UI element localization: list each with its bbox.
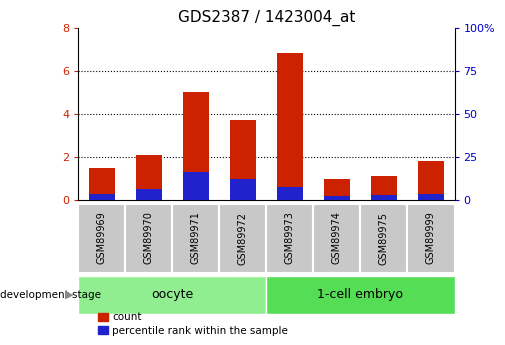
Bar <box>314 204 361 273</box>
Bar <box>418 161 444 200</box>
Bar <box>219 204 267 273</box>
Bar <box>324 179 350 200</box>
Text: development stage: development stage <box>0 290 101 300</box>
Bar <box>230 120 256 200</box>
Bar <box>78 276 267 314</box>
Text: 1-cell embryo: 1-cell embryo <box>318 288 403 300</box>
Bar <box>230 179 256 200</box>
Bar <box>418 194 444 200</box>
Bar <box>324 196 350 200</box>
Bar <box>371 195 397 200</box>
Text: oocyte: oocyte <box>151 288 193 300</box>
Title: GDS2387 / 1423004_at: GDS2387 / 1423004_at <box>178 10 355 26</box>
Bar <box>136 155 162 200</box>
Text: GSM89975: GSM89975 <box>379 211 389 265</box>
Bar <box>89 168 115 200</box>
Bar <box>371 176 397 200</box>
Bar <box>361 204 408 273</box>
Text: ▶: ▶ <box>65 290 73 300</box>
Text: GSM89969: GSM89969 <box>97 212 107 264</box>
Bar <box>267 276 454 314</box>
Bar <box>78 204 125 273</box>
Bar <box>183 172 209 200</box>
Text: GSM89999: GSM89999 <box>426 212 436 264</box>
Text: GSM89970: GSM89970 <box>144 211 154 265</box>
Bar <box>125 204 172 273</box>
Bar <box>277 187 303 200</box>
Bar <box>183 92 209 200</box>
Text: GSM89973: GSM89973 <box>285 211 295 265</box>
Bar <box>172 204 219 273</box>
Text: GSM89974: GSM89974 <box>332 211 342 265</box>
Bar <box>267 204 314 273</box>
Bar <box>277 53 303 200</box>
Legend: count, percentile rank within the sample: count, percentile rank within the sample <box>93 308 292 340</box>
Bar <box>136 189 162 200</box>
Text: GSM89972: GSM89972 <box>238 211 248 265</box>
Bar <box>89 194 115 200</box>
Text: GSM89971: GSM89971 <box>191 211 201 265</box>
Bar <box>408 204 454 273</box>
